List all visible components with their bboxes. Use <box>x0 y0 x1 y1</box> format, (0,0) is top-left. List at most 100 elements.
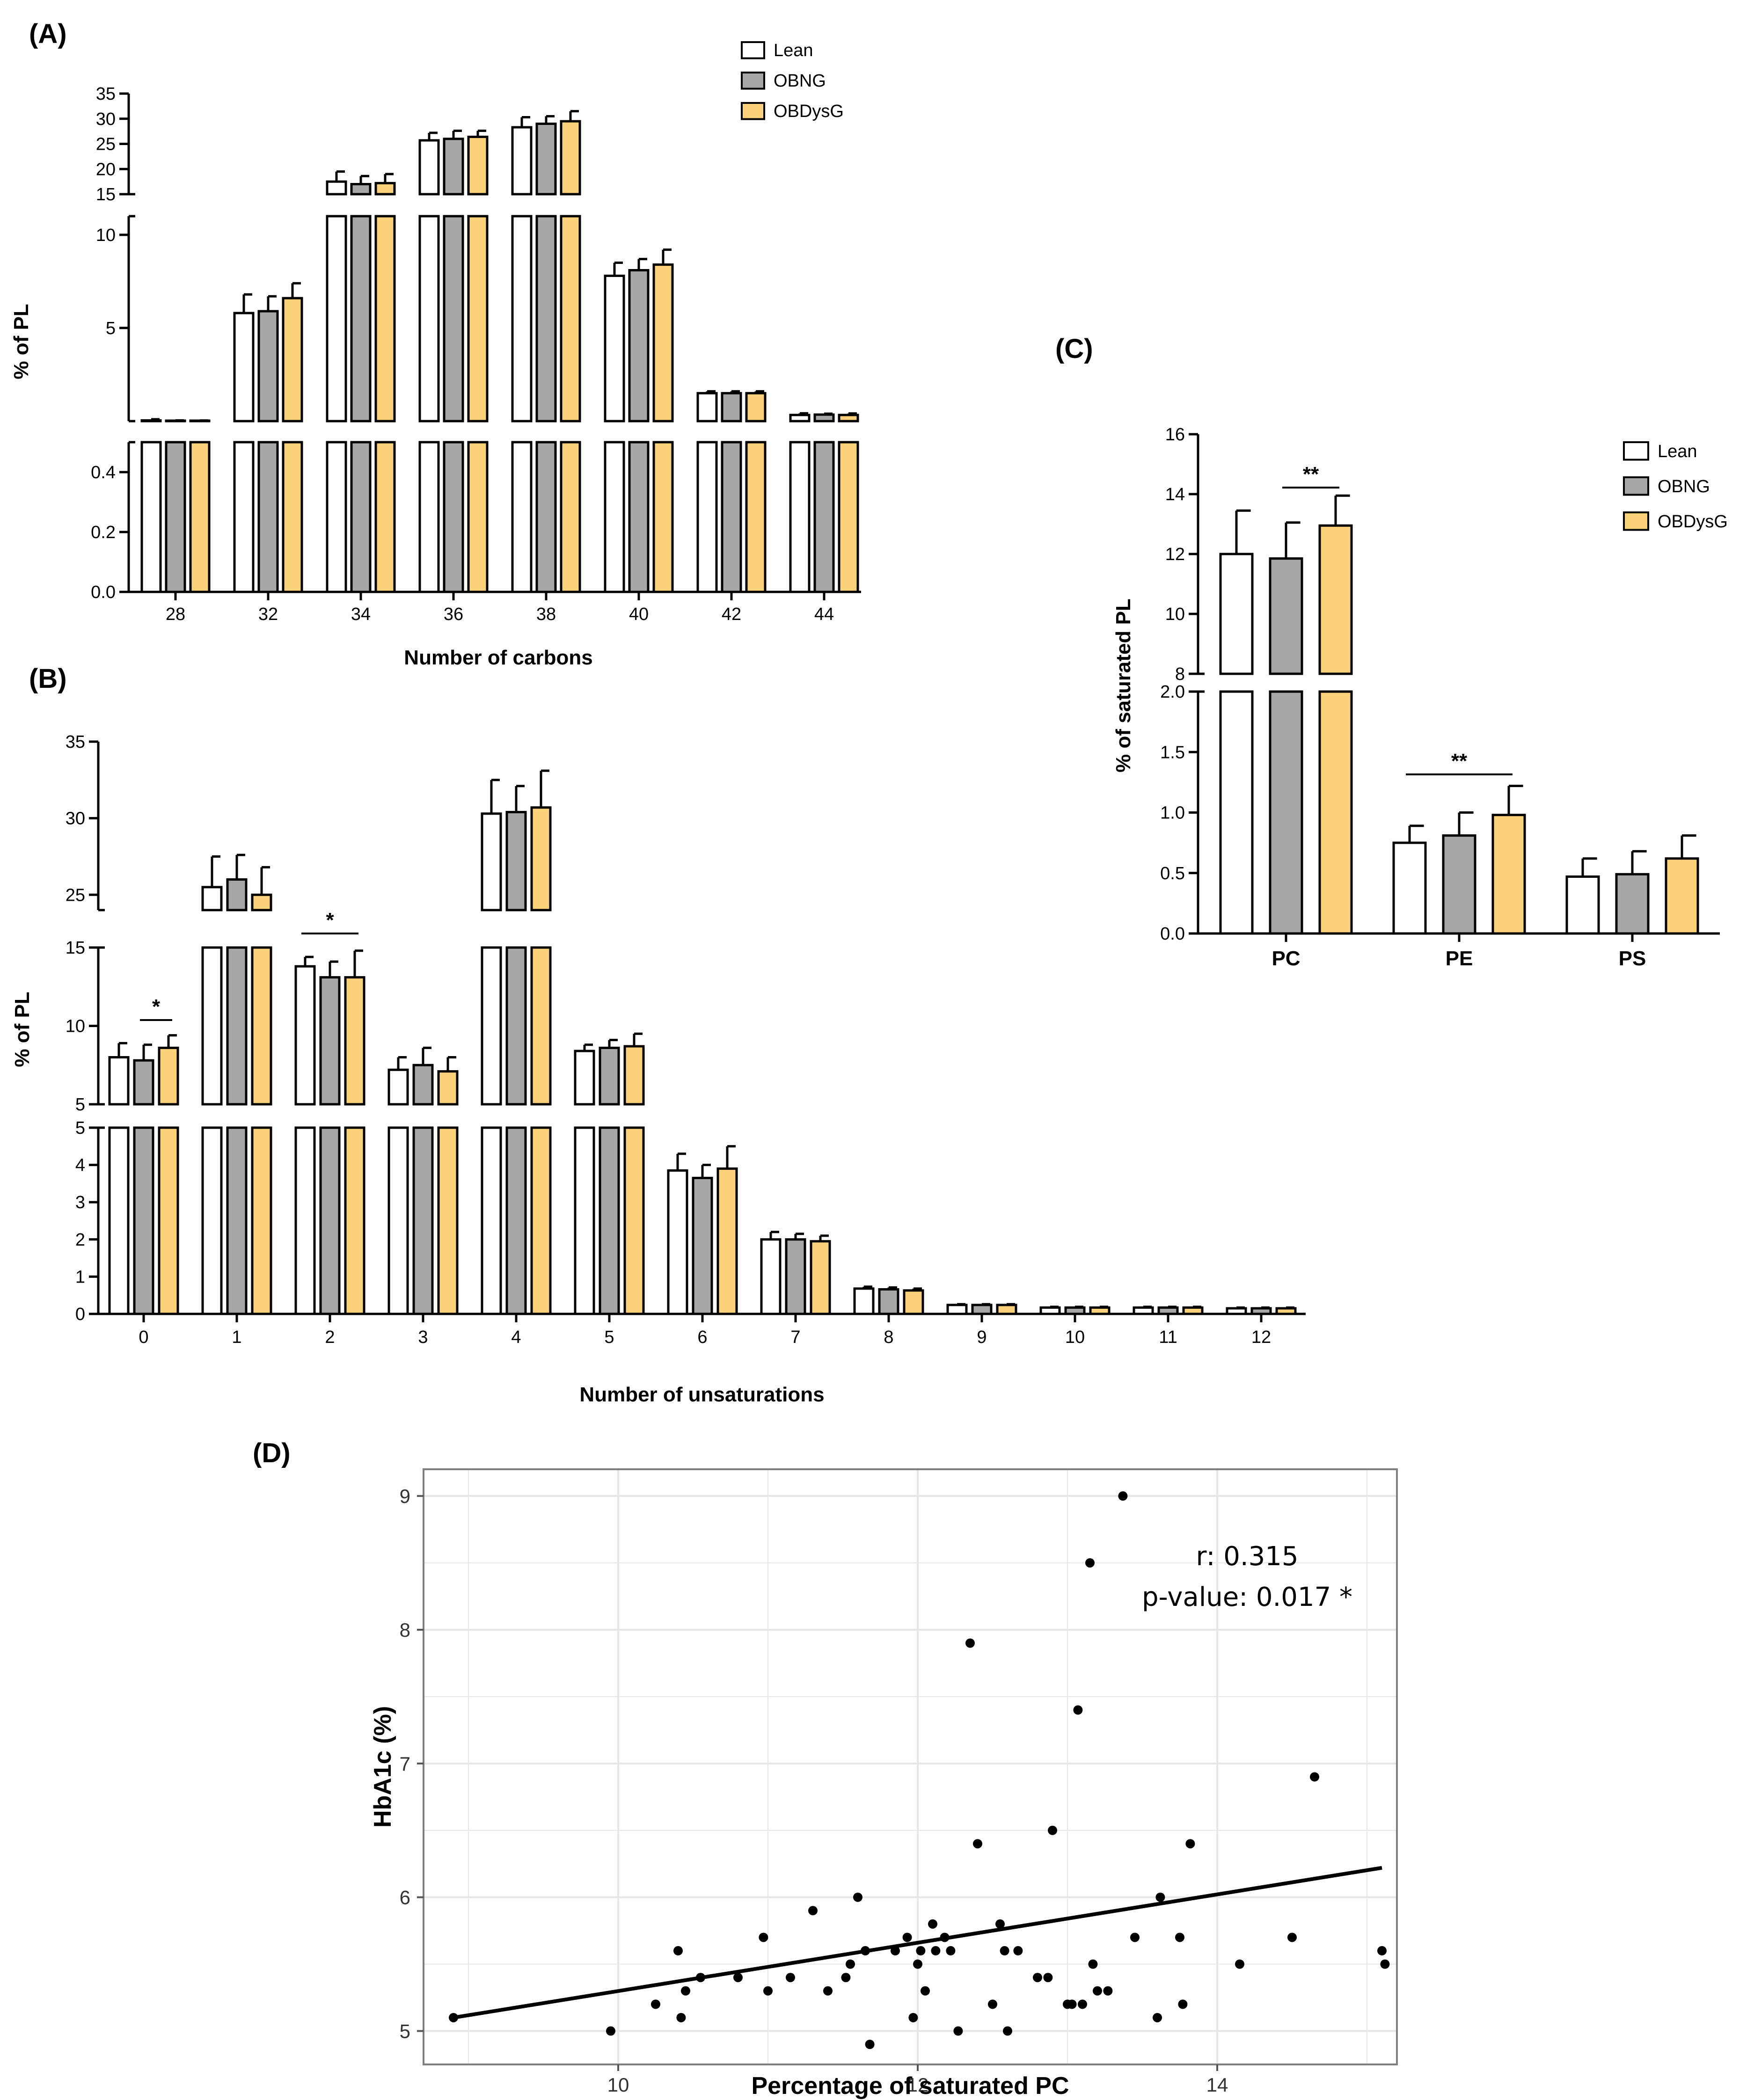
bar-segment <box>574 1126 595 1315</box>
data-point <box>1088 1959 1098 1969</box>
bar-segment <box>652 441 674 593</box>
y-tick-label: 25 <box>96 135 116 154</box>
bar-obng-2 <box>319 960 341 1315</box>
bar-obdysg-11 <box>1182 1305 1204 1315</box>
y-tick-label: 16 <box>1165 425 1185 445</box>
data-point <box>1093 1986 1102 1996</box>
x-tick-label: 42 <box>722 605 741 624</box>
bar-segment <box>623 1045 645 1106</box>
bar-segment <box>511 441 533 593</box>
bar-lean-38 <box>511 116 533 593</box>
bar-segment <box>158 1126 179 1315</box>
bar-segment <box>226 946 248 1106</box>
bar-obng-7 <box>785 1232 806 1315</box>
bar-segment <box>282 441 303 593</box>
bar-obdysg-42 <box>745 390 767 593</box>
data-point <box>606 2026 615 2036</box>
bar-obng-8 <box>878 1286 899 1315</box>
bar-lean-8 <box>853 1285 875 1315</box>
bar-segment <box>1565 875 1600 935</box>
bar-segment <box>721 392 742 423</box>
data-point <box>1048 1825 1057 1835</box>
significance-marker: ** <box>1303 463 1319 486</box>
legend-swatch-lean <box>741 41 765 59</box>
bar-lean-32 <box>233 293 255 593</box>
bar-lean-12 <box>1226 1306 1247 1315</box>
bar-segment <box>481 812 502 911</box>
bar-obng-3 <box>412 1046 434 1315</box>
bar-obng-32 <box>257 295 279 593</box>
y-tick-label: 2.0 <box>1160 682 1185 702</box>
bar-obdysg-6 <box>716 1145 738 1315</box>
bar-lean-0 <box>108 1042 130 1315</box>
panel-c-chart: 0.0 0.5 1.0 1.5 2.08 10 12 14 16 PC PE PS % of satur… <box>1112 425 1728 970</box>
bar-obdysg-PE <box>1491 785 1526 935</box>
x-tick-label: 10 <box>1065 1327 1085 1347</box>
bar-segment <box>344 1126 365 1315</box>
y-tick-label: 8 <box>400 1619 410 1641</box>
bar-segment <box>1318 524 1353 675</box>
bar-segment <box>785 1238 806 1315</box>
data-point <box>913 1959 922 1969</box>
bar-segment <box>165 441 186 593</box>
bar-segment <box>692 1176 713 1315</box>
x-tick-label: 28 <box>166 605 185 624</box>
bar-lean-42 <box>696 390 718 593</box>
y-tick-label: 10 <box>1165 605 1185 624</box>
regression-line <box>453 1866 1382 2020</box>
bar-segment <box>282 297 303 423</box>
data-point <box>733 1973 743 1983</box>
bar-segment <box>1269 690 1303 935</box>
x-tick-label: 8 <box>884 1327 893 1347</box>
bar-segment <box>530 806 552 911</box>
data-point <box>1073 1705 1083 1715</box>
bar-obdysg-3 <box>437 1056 459 1315</box>
bar-segment <box>1133 1306 1154 1315</box>
bar-obng-44 <box>813 412 835 593</box>
bar-obdysg-2 <box>344 949 365 1315</box>
bar-segment <box>251 946 272 1106</box>
bar-obdysg-28 <box>189 419 211 593</box>
bar-segment <box>574 1050 595 1106</box>
data-point <box>988 1999 997 2009</box>
legend-swatch-obdysg <box>1623 511 1649 531</box>
bar-segment <box>599 1126 620 1315</box>
y-tick-label: 6 <box>400 1887 410 1909</box>
bar-lean-1 <box>201 855 223 1315</box>
x-tick-label: 10 <box>607 2074 629 2096</box>
bar-segment <box>294 1126 316 1315</box>
data-point <box>759 1932 768 1942</box>
bar-obdysg-PC <box>1318 494 1353 935</box>
y-tick-label: 0.0 <box>91 583 116 602</box>
data-point <box>891 1946 900 1956</box>
bar-segment <box>437 1070 459 1106</box>
bar-segment <box>108 1056 130 1106</box>
data-point <box>1175 1932 1184 1942</box>
bar-segment <box>481 946 502 1106</box>
x-tick-label: 36 <box>444 605 463 624</box>
data-point <box>1085 1558 1095 1568</box>
bar-segment <box>467 215 489 423</box>
bar-obng-12 <box>1250 1306 1272 1315</box>
y-tick-label: 8 <box>1175 664 1185 684</box>
y-tick-label: 7 <box>400 1753 410 1775</box>
bar-segment <box>560 120 581 196</box>
bar-segment <box>226 878 248 911</box>
bar-segment <box>412 1126 434 1315</box>
bar-segment <box>604 441 625 593</box>
bar-segment <box>1392 841 1427 935</box>
bar-obdysg-PS <box>1665 834 1699 935</box>
x-tick-label: PE <box>1446 947 1473 970</box>
y-tick-label: 5 <box>75 1118 85 1138</box>
bar-lean-11 <box>1133 1305 1154 1315</box>
y-tick-label: 0.4 <box>91 463 116 482</box>
x-tick-label: 6 <box>697 1327 707 1347</box>
bar-obdysg-1 <box>251 866 272 1315</box>
bar-obdysg-9 <box>996 1303 1017 1315</box>
data-point <box>1067 1999 1077 2009</box>
bar-segment <box>412 1064 434 1106</box>
significance-marker: ** <box>1451 750 1468 773</box>
data-point <box>1287 1932 1297 1942</box>
data-point <box>1033 1973 1042 1983</box>
